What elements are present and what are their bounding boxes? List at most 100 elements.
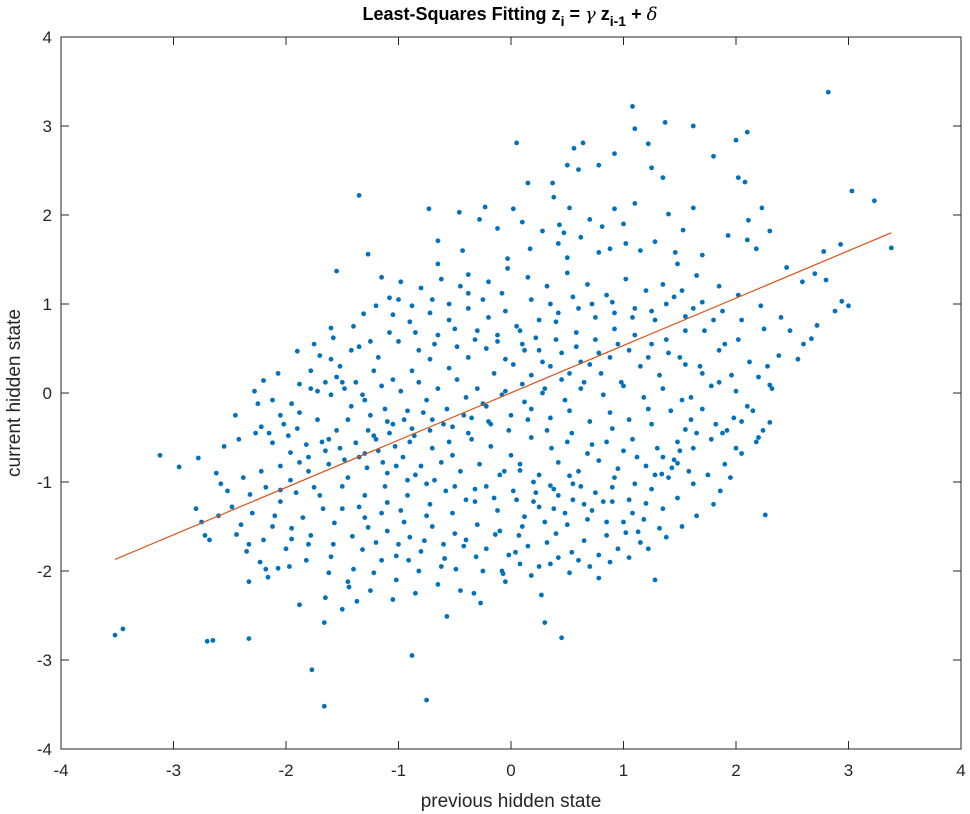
scatter-point <box>328 325 334 331</box>
scatter-point <box>195 455 201 461</box>
scatter-point <box>573 330 579 335</box>
scatter-point <box>342 386 347 391</box>
scatter-point <box>872 198 877 204</box>
scatter-point <box>339 379 345 385</box>
scatter-point <box>733 445 739 451</box>
scatter-point <box>724 428 730 433</box>
scatter-point <box>413 330 418 335</box>
scatter-point <box>311 484 317 490</box>
scatter-point <box>418 463 424 469</box>
scatter-point <box>585 517 590 522</box>
scatter-point <box>680 227 686 233</box>
scatter-point <box>567 570 572 576</box>
scatter-point <box>429 524 435 529</box>
scatter-point <box>675 439 680 445</box>
scatter-point <box>615 341 621 347</box>
scatter-point <box>548 301 553 307</box>
scatter-point <box>257 559 263 565</box>
scatter-point <box>193 506 199 512</box>
scatter-point <box>409 368 415 374</box>
x-tick-labels: -4 -3 -2 -1 0 1 2 3 4 <box>53 761 965 780</box>
scatter-point <box>443 488 449 494</box>
scatter-point <box>517 328 523 334</box>
scatter-point <box>599 224 605 230</box>
y-tick-label: 4 <box>43 28 52 47</box>
scatter-point <box>795 356 801 362</box>
scatter-point <box>659 471 665 477</box>
scatter-point <box>416 379 422 385</box>
scatter-point <box>626 555 632 560</box>
scatter-point <box>438 276 444 282</box>
scatter-point <box>623 276 629 282</box>
scatter-point <box>442 556 447 561</box>
scatter-point <box>784 265 789 270</box>
scatter-point <box>453 566 459 572</box>
scatter-point <box>379 557 384 563</box>
scatter-point <box>564 255 570 261</box>
scatter-point <box>491 495 497 501</box>
scatter-point <box>615 546 621 552</box>
scatter-point <box>832 308 838 314</box>
scatter-point <box>762 512 768 518</box>
scatter-point <box>289 525 294 531</box>
scatter-point <box>176 464 182 470</box>
scatter-point <box>769 386 775 391</box>
scatter-point <box>612 206 617 212</box>
scatter-point <box>753 439 759 445</box>
scatter-point <box>612 326 617 332</box>
scatter-point <box>491 371 497 376</box>
scatter-point <box>315 417 320 423</box>
scatter-point <box>514 140 519 146</box>
scatter-point <box>360 547 365 552</box>
scatter-point <box>760 428 766 433</box>
scatter-point <box>630 315 635 320</box>
scatter-point <box>801 341 806 347</box>
scatter-point <box>638 363 643 369</box>
scatter-point <box>519 524 525 529</box>
scatter-point <box>339 484 345 489</box>
scatter-point <box>293 490 299 496</box>
scatter-point <box>551 486 557 492</box>
scatter-point <box>416 347 422 353</box>
scatter-point <box>418 285 424 291</box>
scatter-point <box>632 201 638 206</box>
scatter-point <box>618 379 624 385</box>
scatter-point <box>688 395 694 400</box>
scatter-point <box>387 295 392 301</box>
scatter-point <box>525 543 531 549</box>
scatter-point <box>725 233 731 238</box>
scatter-point <box>382 484 388 489</box>
y-tick-label: 3 <box>43 117 52 136</box>
scatter-point <box>580 140 586 146</box>
scatter-point <box>384 528 390 534</box>
scatter-point <box>699 299 705 305</box>
scatter-point <box>753 246 759 252</box>
scatter-point <box>735 175 741 181</box>
scatter-point <box>536 504 542 510</box>
scatter-point <box>461 543 467 549</box>
scatter-point <box>495 508 500 513</box>
scatter-point <box>596 575 602 581</box>
scatter-point <box>683 362 688 367</box>
scatter-point <box>379 274 384 280</box>
scatter-point <box>607 246 613 252</box>
scatter-point <box>350 533 355 539</box>
scatter-point <box>499 568 505 574</box>
scatter-point <box>323 595 328 601</box>
scatter-point <box>334 374 339 380</box>
scatter-point <box>463 395 469 400</box>
scatter-point <box>238 522 244 528</box>
scatter-point <box>569 430 575 436</box>
scatter-point <box>246 579 252 585</box>
scatter-point <box>694 273 699 278</box>
scatter-point <box>578 484 584 489</box>
scatter-point <box>213 470 219 476</box>
scatter-point <box>373 436 379 442</box>
x-tick-label: 3 <box>844 761 853 780</box>
scatter-point <box>564 439 570 445</box>
y-tick-label: 2 <box>43 206 52 225</box>
scatter-point <box>720 430 725 436</box>
scatter-point <box>278 463 283 469</box>
scatter-point <box>323 448 328 454</box>
